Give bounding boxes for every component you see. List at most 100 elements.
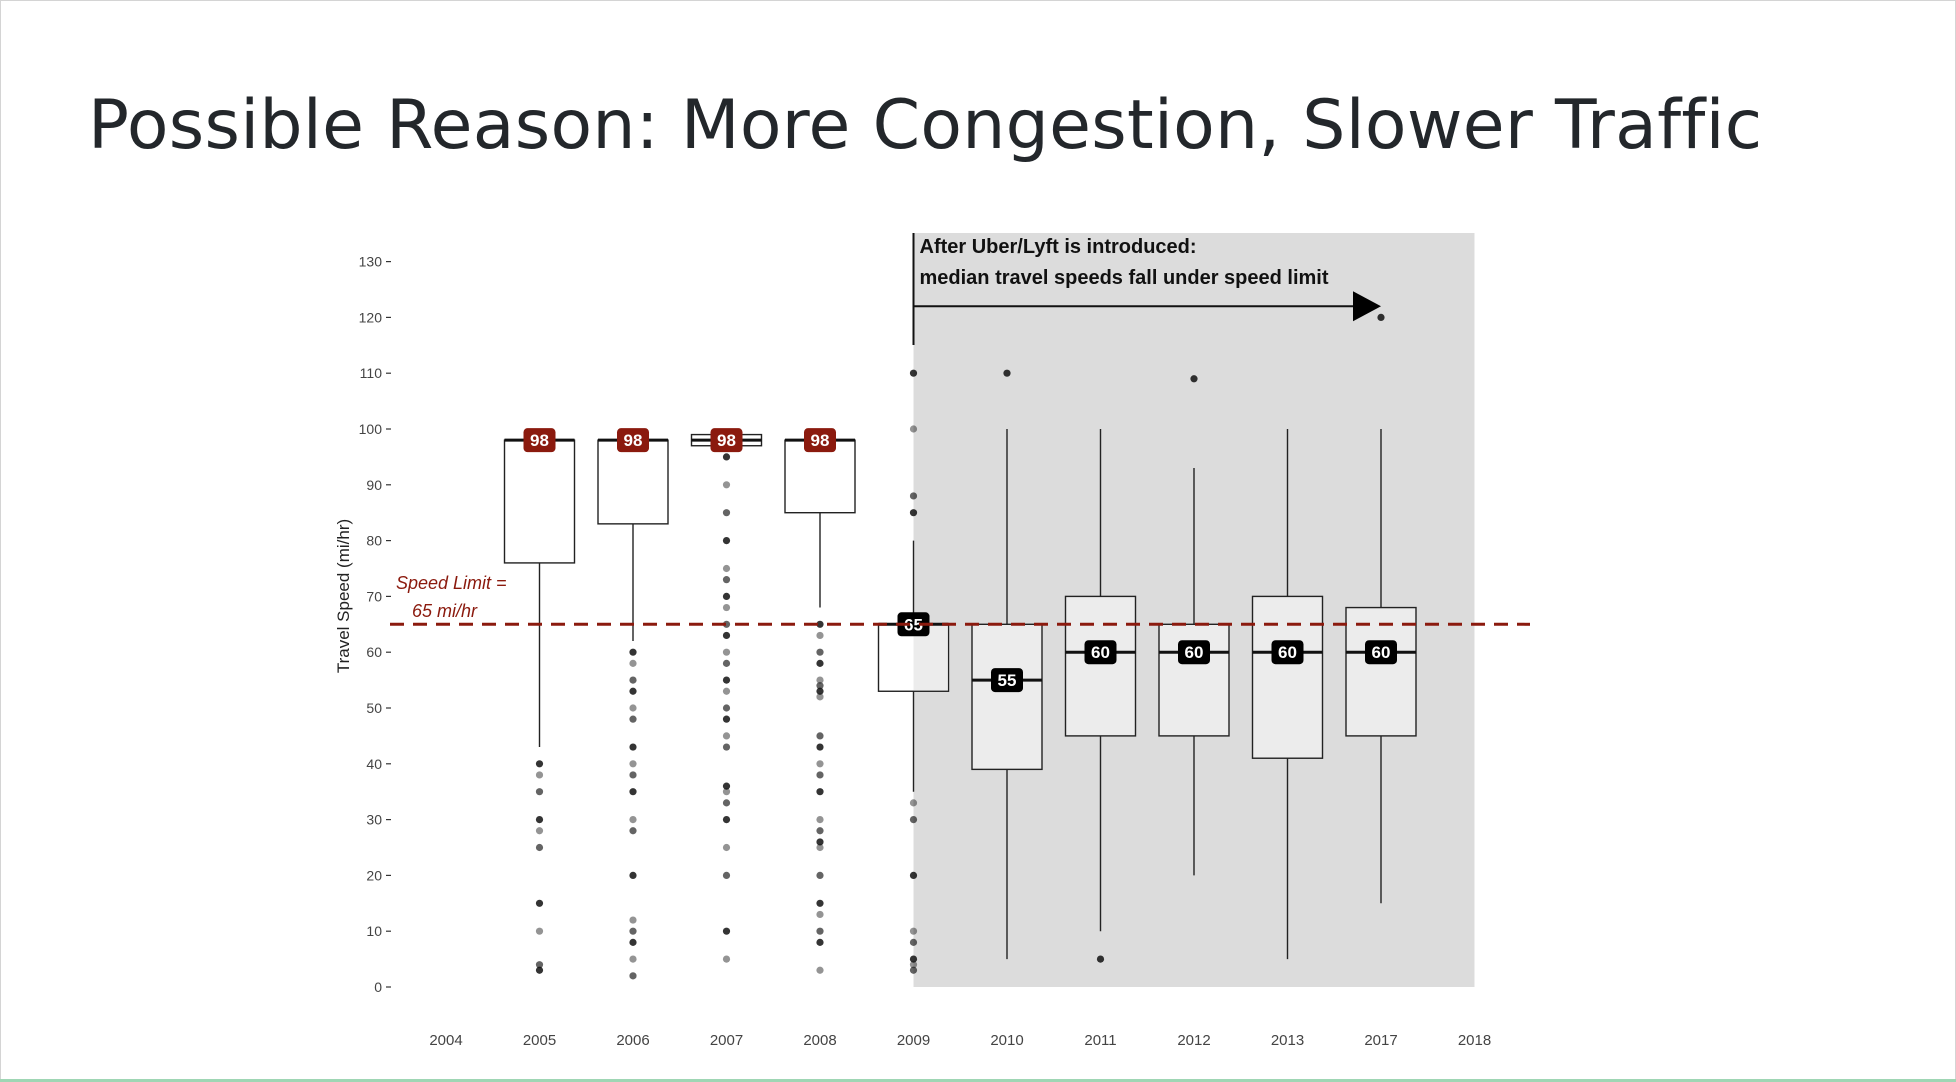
- outlier-point: [722, 732, 731, 740]
- outlier-point: [629, 676, 637, 684]
- outlier-point: [1190, 375, 1198, 383]
- y-tick-label: 100: [359, 421, 383, 437]
- median-label-bg: [617, 428, 649, 453]
- outlier-point: [535, 816, 544, 824]
- outlier-point: [629, 743, 637, 751]
- outlier-point: [722, 843, 731, 852]
- outlier-point: [722, 603, 731, 612]
- x-tick-label: 2013: [1271, 1032, 1304, 1049]
- outlier-point: [722, 687, 731, 695]
- median-label: 98: [624, 431, 643, 450]
- outlier-point: [722, 955, 731, 963]
- median-label: 55: [998, 671, 1017, 690]
- outlier-point: [816, 910, 824, 919]
- median-label: 98: [717, 431, 736, 450]
- outlier-point: [816, 843, 824, 852]
- outlier-point: [722, 620, 731, 628]
- outlier-point: [535, 827, 544, 835]
- outlier-point: [816, 676, 824, 684]
- y-tick-label: 110: [360, 365, 383, 381]
- outlier-point: [909, 938, 918, 946]
- y-tick-label: 90: [366, 477, 382, 493]
- outlier-point: [535, 961, 544, 969]
- box: [1064, 595, 1137, 737]
- x-tick-label: 2008: [803, 1032, 836, 1049]
- outlier-point: [629, 927, 637, 935]
- y-tick-label: 70: [366, 588, 382, 604]
- outlier-point: [722, 782, 731, 790]
- outlier-point: [722, 816, 731, 824]
- outlier-point: [816, 743, 824, 751]
- outlier-point: [816, 827, 824, 835]
- x-tick-label: 2006: [616, 1032, 649, 1049]
- outlier-point: [535, 966, 544, 974]
- outlier-point: [722, 648, 731, 656]
- outlier-point: [909, 871, 918, 880]
- outlier-point: [722, 592, 731, 601]
- box: [784, 439, 856, 514]
- box-2008: 98: [784, 428, 856, 974]
- outlier-point: [909, 799, 918, 807]
- box: [971, 623, 1043, 771]
- x-tick-label: 2005: [523, 1032, 556, 1049]
- box: [503, 439, 576, 564]
- y-tick-label: 60: [366, 644, 382, 660]
- outlier-point: [909, 369, 918, 377]
- median-label-bg: [991, 668, 1023, 693]
- x-tick-label: 2004: [429, 1032, 462, 1049]
- median-label-bg: [1365, 640, 1397, 665]
- box-2011: 60: [1064, 429, 1137, 963]
- outlier-point: [722, 871, 731, 880]
- outlier-point: [629, 788, 637, 796]
- outlier-point: [909, 425, 918, 433]
- box-2010: 55: [971, 369, 1043, 960]
- outlier-point: [722, 743, 731, 751]
- box: [1345, 606, 1417, 737]
- outlier-point: [722, 788, 731, 796]
- annotation-line-1: After Uber/Lyft is introduced:: [920, 236, 1197, 258]
- outlier-point: [816, 682, 824, 690]
- outlier-point: [816, 899, 824, 907]
- outlier-point: [629, 972, 637, 980]
- outlier-point: [816, 620, 824, 628]
- median-label-bg: [1084, 640, 1117, 665]
- speed-limit-label-2: 65 mi/hr: [412, 601, 478, 621]
- outlier-point: [629, 771, 637, 779]
- median-label: 65: [904, 615, 923, 634]
- y-tick-label: 40: [366, 756, 382, 772]
- median-label: 98: [530, 431, 549, 450]
- outlier-point: [535, 843, 544, 852]
- outlier-point: [629, 715, 637, 723]
- outlier-point: [816, 631, 824, 640]
- outlier-point: [722, 509, 731, 517]
- y-tick-label: 20: [366, 867, 382, 883]
- box: [597, 439, 669, 525]
- outlier-point: [629, 955, 637, 963]
- outlier-point: [909, 492, 918, 500]
- outlier-point: [816, 788, 824, 796]
- annotation-arrow-head: [1353, 291, 1381, 322]
- outlier-point: [816, 871, 824, 880]
- outlier-point: [722, 927, 731, 935]
- box-2007: 98: [690, 428, 763, 963]
- x-tick-label: 2010: [990, 1032, 1023, 1049]
- median-label: 60: [1278, 643, 1297, 662]
- y-tick-label: 30: [366, 812, 382, 828]
- outlier-point: [535, 899, 544, 907]
- median-label: 60: [1185, 643, 1204, 662]
- outlier-point: [722, 537, 731, 545]
- outlier-point: [909, 509, 918, 517]
- outlier-point: [722, 799, 731, 807]
- x-tick-label: 2012: [1177, 1032, 1210, 1049]
- outlier-point: [816, 938, 824, 946]
- box-2012: 60: [1158, 375, 1230, 876]
- x-tick-label: 2017: [1364, 1032, 1397, 1049]
- outlier-point: [722, 659, 731, 667]
- median-label: 60: [1372, 643, 1391, 662]
- outlier-point: [909, 961, 918, 969]
- slide-bottom-border: [0, 1079, 1956, 1082]
- outlier-point: [816, 838, 824, 846]
- outlier-point: [816, 687, 824, 695]
- outlier-point: [816, 659, 824, 667]
